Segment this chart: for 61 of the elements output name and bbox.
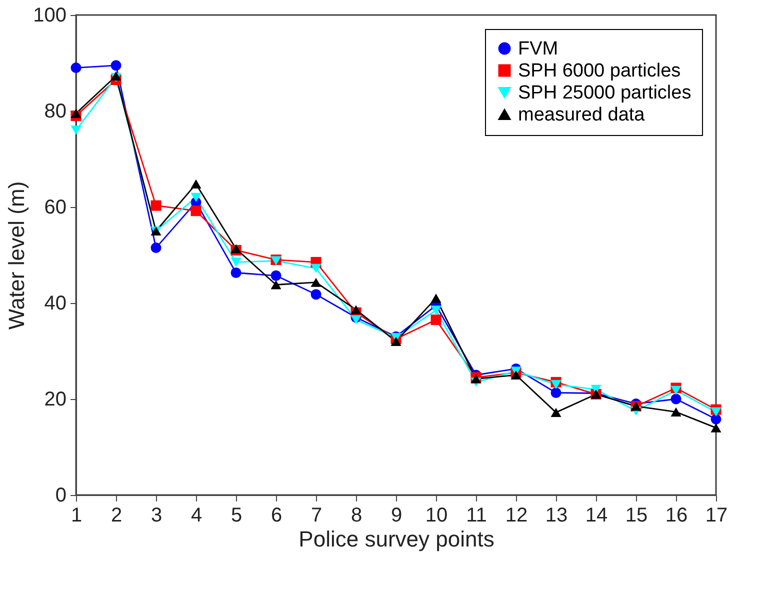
point: [190, 206, 202, 216]
x-tick-label: 9: [390, 504, 402, 526]
point: [390, 336, 402, 346]
y-tick-label: 20: [44, 388, 66, 410]
x-tick-label: 8: [350, 504, 362, 526]
x-tick-label: 6: [270, 504, 282, 526]
x-tick-label: 15: [625, 504, 648, 526]
x-tick-label: 14: [585, 504, 608, 526]
y-axis-title: Water level (m): [4, 181, 30, 330]
point: [190, 179, 202, 188]
x-tick-label: 17: [705, 504, 728, 526]
x-tick-label: 11: [466, 504, 487, 526]
x-tick-label: 13: [545, 504, 568, 526]
point: [430, 294, 442, 303]
point: [510, 370, 522, 380]
y-tick-label: 0: [55, 484, 66, 506]
point: [110, 60, 122, 71]
point: [270, 280, 282, 290]
x-tick-label: 1: [70, 504, 82, 526]
point: [70, 108, 82, 118]
point: [710, 414, 722, 424]
point: [270, 270, 282, 281]
x-tick-label: 3: [150, 504, 162, 526]
x-tick-label: 7: [310, 504, 322, 526]
x-tick-label: 16: [665, 504, 688, 526]
legend-label: SPH 6000 particles: [518, 60, 681, 82]
legend-label: FVM: [518, 38, 558, 60]
point: [70, 62, 82, 74]
x-tick-label: 2: [110, 504, 122, 526]
y-tick-label: 100: [33, 4, 66, 26]
legend-label: SPH 25000 particles: [518, 82, 692, 104]
point: [230, 258, 242, 267]
y-tick-label: 60: [44, 196, 66, 218]
point: [150, 242, 162, 254]
point: [230, 268, 242, 278]
point: [710, 407, 722, 416]
point: [150, 200, 162, 211]
point: [670, 394, 682, 404]
point: [670, 386, 682, 395]
point: [190, 192, 202, 202]
y-tick-label: 40: [44, 292, 66, 314]
point: [550, 388, 562, 398]
point: [310, 264, 322, 273]
point: [710, 423, 722, 432]
legend-label: measured data: [518, 104, 646, 126]
y-tick-label: 80: [44, 100, 66, 122]
point: [350, 315, 362, 324]
point: [670, 407, 682, 416]
point: [430, 314, 442, 326]
x-tick-label: 10: [425, 504, 448, 526]
x-tick-label: 4: [190, 504, 202, 526]
point: [70, 126, 82, 135]
point: [550, 408, 562, 417]
x-axis-title: Police survey points: [298, 526, 494, 552]
point: [350, 305, 362, 314]
point: [550, 380, 562, 390]
x-tick-label: 5: [230, 504, 242, 526]
x-tick-label: 12: [505, 504, 528, 526]
point: [430, 306, 442, 315]
point: [310, 278, 322, 287]
point: [310, 289, 322, 300]
